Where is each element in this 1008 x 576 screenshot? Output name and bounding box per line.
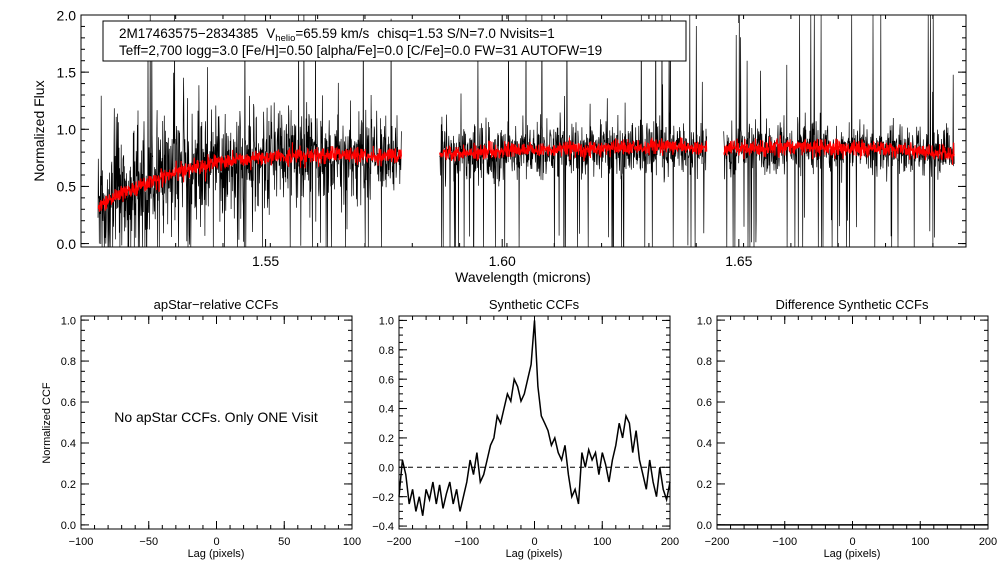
x-tick-label: 100: [343, 536, 361, 548]
spectrum-model-chip: [97, 142, 402, 212]
difference-ccf-panel: −200 −100 0 100 200 0.0 0.2 0.4 0.6 0.8 1.0 Differ…: [697, 297, 997, 560]
y-tick-label: 0.0: [697, 520, 712, 532]
y-tick-label: 0.0: [57, 236, 77, 252]
spectrum-plot-frame: [80, 14, 967, 248]
synthetic-ccf-x-axis-label: Lag (pixels): [506, 548, 563, 560]
synthetic-ccf-panel: −200 −100 0 100 200 −0.4 −0.2 0.0 0.2 0.4 0.6 0.8 1.…: [372, 297, 679, 560]
y-tick-label: 1.0: [61, 315, 76, 327]
y-tick-label: 0.8: [379, 345, 394, 357]
y-tick-label: 0.6: [697, 397, 712, 409]
y-tick-label: 1.0: [697, 315, 712, 327]
spectrum-y-axis-label: Normalized Flux: [31, 80, 47, 181]
apstar-ccf-y-axis-label: Normalized CCF: [41, 382, 53, 464]
y-tick-label: 0.4: [61, 438, 76, 450]
y-tick-label: −0.4: [372, 521, 394, 533]
apstar-ccf-message: No apStar CCFs. Only ONE Visit: [114, 409, 318, 425]
y-tick-label: 0.6: [61, 397, 76, 409]
apstar-ccf-panel: −100 −50 0 50 100 0.0 0.2 0.4 0.6 0.8 1.0 apStar−r…: [41, 297, 361, 560]
annotation-vhelio-subscript: helio: [275, 33, 295, 44]
x-tick-label: 1.65: [725, 253, 752, 269]
y-tick-label: −0.2: [372, 492, 394, 504]
x-tick-label: 200: [661, 536, 679, 548]
y-tick-label: 0.2: [697, 479, 712, 491]
apstar-ccf-ticks: −100 −50 0 50 100 0.0 0.2 0.4 0.6 0.8 1.0: [61, 315, 361, 548]
x-tick-label: 100: [911, 536, 929, 548]
annotation-vhelio-value: =65.59 km/s: [295, 26, 369, 41]
x-tick-label: −100: [454, 536, 479, 548]
y-tick-label: 0.0: [379, 462, 394, 474]
apstar-ccf-title: apStar−relative CCFs: [154, 297, 279, 312]
y-tick-label: 0.0: [61, 520, 76, 532]
y-tick-label: 0.8: [61, 356, 76, 368]
x-tick-label: 0: [531, 536, 537, 548]
spectrum-model-chip: [439, 137, 708, 162]
difference-ccf-x-axis-label: Lag (pixels): [824, 548, 881, 560]
x-tick-label: −100: [772, 536, 797, 548]
x-tick-label: 200: [979, 536, 997, 548]
annotation-parameters: Teff=2,700 logg=3.0 [Fe/H]=0.50 [alpha/F…: [119, 43, 602, 58]
spectrum-annotation-box: 2M17463575−2834385 Vhelio=65.59 km/s chisq…: [102, 20, 687, 62]
y-tick-label: 0.8: [697, 356, 712, 368]
y-tick-label: 2.0: [57, 7, 77, 23]
y-tick-label: 0.4: [697, 438, 712, 450]
annotation-vhelio-symbol: V: [266, 26, 275, 41]
y-tick-label: 0.6: [379, 374, 394, 386]
y-tick-label: 0.4: [379, 404, 394, 416]
x-tick-label: 50: [278, 536, 290, 548]
x-tick-label: 0: [849, 536, 855, 548]
y-tick-label: 0.5: [57, 179, 77, 195]
difference-ccf-title: Difference Synthetic CCFs: [776, 297, 929, 312]
apstar-ccf-x-axis-label: Lag (pixels): [188, 548, 245, 560]
x-tick-label: −100: [69, 536, 94, 548]
x-tick-label: 1.55: [252, 253, 279, 269]
x-tick-label: 100: [593, 536, 611, 548]
annotation-box-frame: [102, 20, 687, 62]
x-tick-label: −200: [705, 536, 730, 548]
x-tick-label: 0: [213, 536, 219, 548]
y-tick-label: 1.5: [57, 64, 77, 80]
spectrum-model-chip: [723, 135, 955, 166]
spectrum-x-axis-label: Wavelength (microns): [455, 269, 591, 285]
spectrum-panel: 1.55 1.60 1.65 0.0 0.5 1.0 1.5 2.0 2M17463575−2…: [31, 7, 967, 285]
synthetic-ccf-ticks: −200 −100 0 100 200 −0.4 −0.2 0.0 0.2 0.4 0.6 0.8 1.…: [372, 316, 679, 548]
x-tick-label: −50: [139, 536, 158, 548]
x-tick-label: 1.60: [489, 253, 516, 269]
synthetic-ccf-title: Synthetic CCFs: [489, 297, 580, 312]
y-tick-label: 0.2: [379, 433, 394, 445]
y-tick-label: 1.0: [57, 122, 77, 138]
spectrum-model-series: [97, 135, 955, 212]
difference-ccf-ticks: −200 −100 0 100 200 0.0 0.2 0.4 0.6 0.8 1.0: [697, 315, 997, 548]
annotation-stats: chisq=1.53 S/N=7.0 Nvisits=1: [377, 26, 554, 41]
y-tick-label: 0.2: [61, 479, 76, 491]
x-tick-label: −200: [387, 536, 412, 548]
y-tick-label: 1.0: [379, 316, 394, 328]
spectrum-ticks: 1.55 1.60 1.65 0.0 0.5 1.0 1.5 2.0: [57, 7, 966, 269]
annotation-star-id: 2M17463575−2834385: [119, 26, 258, 41]
